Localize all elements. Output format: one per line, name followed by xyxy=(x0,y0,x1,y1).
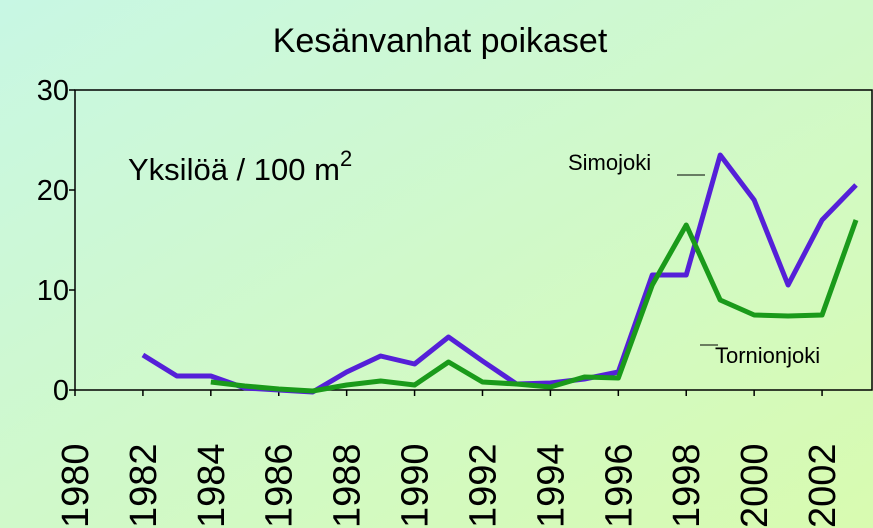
x-tick-label: 1980 xyxy=(55,443,97,528)
x-tick-label: 1992 xyxy=(462,443,504,528)
y-tick-label: 0 xyxy=(53,375,69,407)
x-tick-label: 1994 xyxy=(530,443,572,528)
chart-title: Kesänvanhat poikaset xyxy=(273,22,608,60)
x-tick-label: 1996 xyxy=(598,443,640,528)
plot-frame xyxy=(74,89,873,391)
x-tick-label: 2000 xyxy=(734,443,776,528)
x-tick-label: 1982 xyxy=(123,443,165,528)
x-tick-label: 2002 xyxy=(802,443,844,528)
annotation-text: Yksilöä / 100 m xyxy=(128,152,340,187)
x-tick-label: 1984 xyxy=(191,443,233,528)
y-tick-label: 10 xyxy=(37,275,69,307)
legend-label: Simojoki xyxy=(568,150,651,175)
x-tick-label: 1986 xyxy=(259,443,301,528)
series-line xyxy=(210,219,859,394)
x-tick-label: 1988 xyxy=(327,443,369,528)
y-tick-label: 20 xyxy=(37,175,69,207)
x-tick-label: 1998 xyxy=(666,443,708,528)
y-tick-label: 30 xyxy=(37,75,69,107)
legend-label: Tornionjoki xyxy=(715,343,820,368)
annotation: Yksilöä / 100 m2 xyxy=(128,146,352,187)
x-tick-label: 1990 xyxy=(395,443,437,528)
annotation-sup: 2 xyxy=(340,146,352,171)
